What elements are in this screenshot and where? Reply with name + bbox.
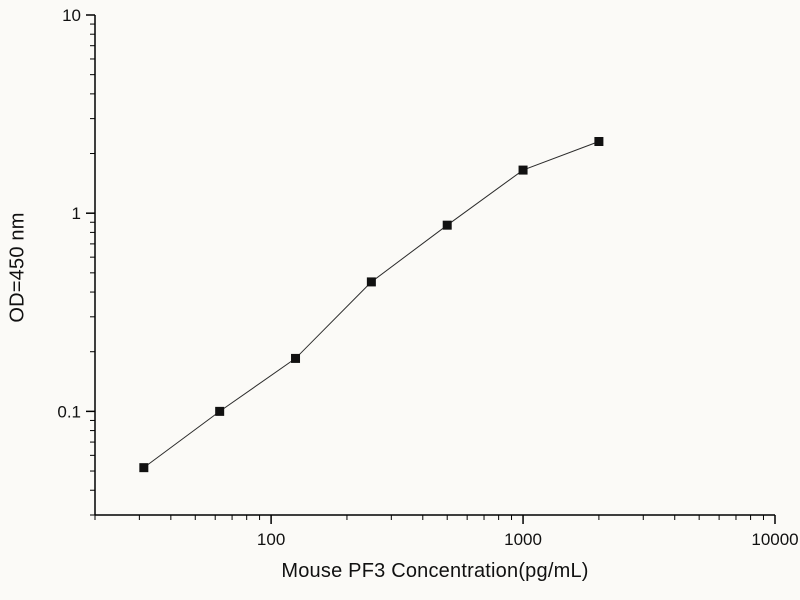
svg-text:10000: 10000 (751, 530, 798, 549)
y-axis-label: OD=450 nm (6, 212, 29, 323)
data-point-marker (139, 463, 149, 473)
data-point-marker (215, 406, 225, 416)
data-point-marker (291, 353, 301, 363)
svg-text:1000: 1000 (504, 530, 542, 549)
data-point-marker (518, 165, 528, 175)
svg-text:1: 1 (72, 204, 81, 223)
data-point-marker (442, 220, 452, 230)
x-axis-label: Mouse PF3 Concentration(pg/mL) (281, 560, 589, 582)
svg-text:10: 10 (62, 6, 81, 25)
svg-text:0.1: 0.1 (57, 402, 81, 421)
data-point-marker (366, 277, 376, 287)
svg-text:100: 100 (257, 530, 285, 549)
data-point-marker (594, 136, 604, 146)
